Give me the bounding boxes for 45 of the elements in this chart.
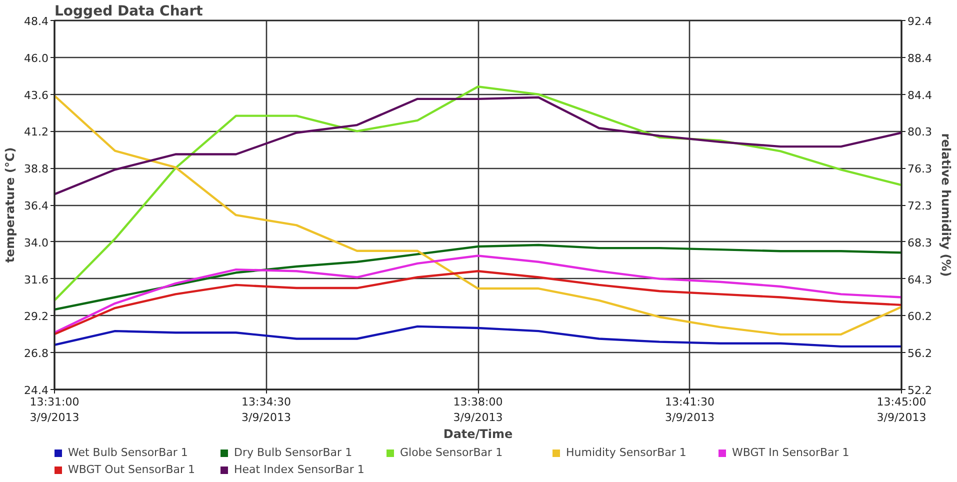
y2-tick-label: 84.4 (908, 88, 932, 102)
y-tick-label: 46.0 (24, 52, 49, 65)
y-axis-title: temperature (°C) (3, 147, 18, 263)
y2-tick-label: 80.3 (908, 126, 932, 139)
x-tick-label: 13:31:00 3/9/2013 (30, 396, 80, 424)
legend-label: Dry Bulb SensorBar 1 (234, 446, 354, 459)
line-series (54, 244, 902, 311)
y2-tick-label: 60.2 (908, 310, 932, 324)
line-series (54, 86, 902, 302)
line-series (54, 254, 902, 334)
y2-tick-label: 64.3 (908, 273, 932, 286)
line-series (54, 270, 902, 336)
y2-axis-title: relative humidity (%) (938, 133, 953, 277)
x-axis-title: Date/Time (443, 427, 513, 442)
y2-tick-label: 92.4 (908, 15, 932, 28)
x-tick-label: 13:38:00 3/9/2013 (453, 396, 503, 424)
legend-label: Wet Bulb SensorBar 1 (68, 446, 189, 459)
x-tick-label: 13:45:00 3/9/2013 (876, 396, 926, 424)
x-tick-label: 13:34:30 3/9/2013 (242, 396, 291, 424)
legend-label: WBGT Out SensorBar 1 (68, 463, 196, 476)
y-tick-label: 26.8 (24, 347, 49, 360)
y2-tick-label: 56.2 (908, 347, 932, 360)
x-tick-label: 13:41:30 3/9/2013 (665, 396, 714, 424)
y-tick-label: 43.6 (24, 88, 49, 102)
y-tick-label: 41.2 (24, 126, 49, 139)
line-series (54, 96, 902, 196)
line-series (54, 325, 902, 348)
y2-tick-label: 72.3 (908, 200, 932, 212)
chart-title: Logged Data Chart (54, 4, 204, 20)
y-tick-label: 31.6 (24, 273, 49, 286)
legend-label: Humidity SensorBar 1 (566, 446, 688, 459)
y2-tick-label: 88.4 (908, 52, 932, 65)
y-tick-label: 48.4 (24, 15, 49, 28)
y-tick-label: 38.8 (24, 162, 49, 176)
y-tick-label: 36.4 (24, 200, 49, 212)
legend-label: WBGT In SensorBar 1 (732, 446, 850, 459)
legend-label: Heat Index SensorBar 1 (234, 463, 366, 476)
y2-tick-label: 68.3 (908, 236, 932, 250)
legend-label: Globe SensorBar 1 (400, 446, 504, 459)
y2-tick-label: 52.2 (908, 384, 932, 397)
y-tick-label: 29.2 (24, 310, 49, 324)
y-tick-label: 24.4 (24, 384, 49, 397)
y-tick-label: 34.0 (24, 236, 49, 250)
y2-tick-label: 76.3 (908, 162, 932, 176)
line-series (54, 94, 902, 336)
